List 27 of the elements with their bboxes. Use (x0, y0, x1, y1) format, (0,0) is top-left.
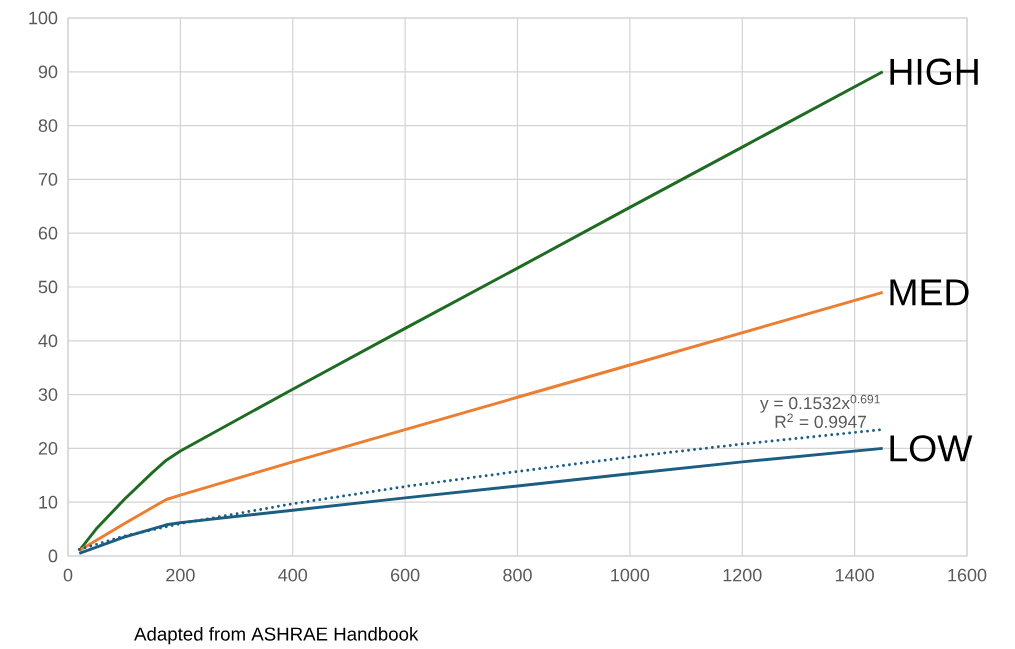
y-tick-label: 10 (39, 495, 58, 509)
line-series (77, 290, 885, 553)
text: Adapted from ASHRAE Handbook (134, 626, 419, 645)
series-label: HIGH (890, 58, 978, 85)
y-tick-label: 70 (38, 173, 58, 186)
x-tick-label: 0 (63, 568, 73, 582)
x-tick-label: 400 (278, 568, 308, 582)
x-tick-label: 200 (166, 568, 195, 582)
y-tick-label: 90 (38, 65, 58, 79)
y-tick-label: 0 (48, 549, 58, 563)
x-tick-label: 1200 (723, 568, 762, 582)
series-label: LOW (890, 435, 973, 462)
y-tick-label: 30 (38, 388, 58, 401)
x-tick-label: 1400 (835, 568, 874, 582)
x-tick-label: 800 (503, 568, 532, 582)
x-tick-label: 600 (391, 568, 420, 582)
x-tick-label: 1000 (611, 568, 650, 582)
y-tick-label: 50 (38, 280, 58, 294)
y-tick-label: 20 (38, 442, 58, 455)
annotation: R$^{2}$ = 0.9947 (775, 413, 866, 428)
y-tick-label: 60 (38, 226, 58, 240)
series-label: MED (890, 279, 969, 306)
y-tick-label: 40 (38, 334, 58, 348)
x-tick-label: 1600 (948, 568, 987, 582)
y-tick-label: 100 (29, 11, 58, 25)
y-tick-label: 80 (38, 119, 58, 132)
annotation: y = 0.1532x$^{0.691}$ (760, 394, 880, 413)
